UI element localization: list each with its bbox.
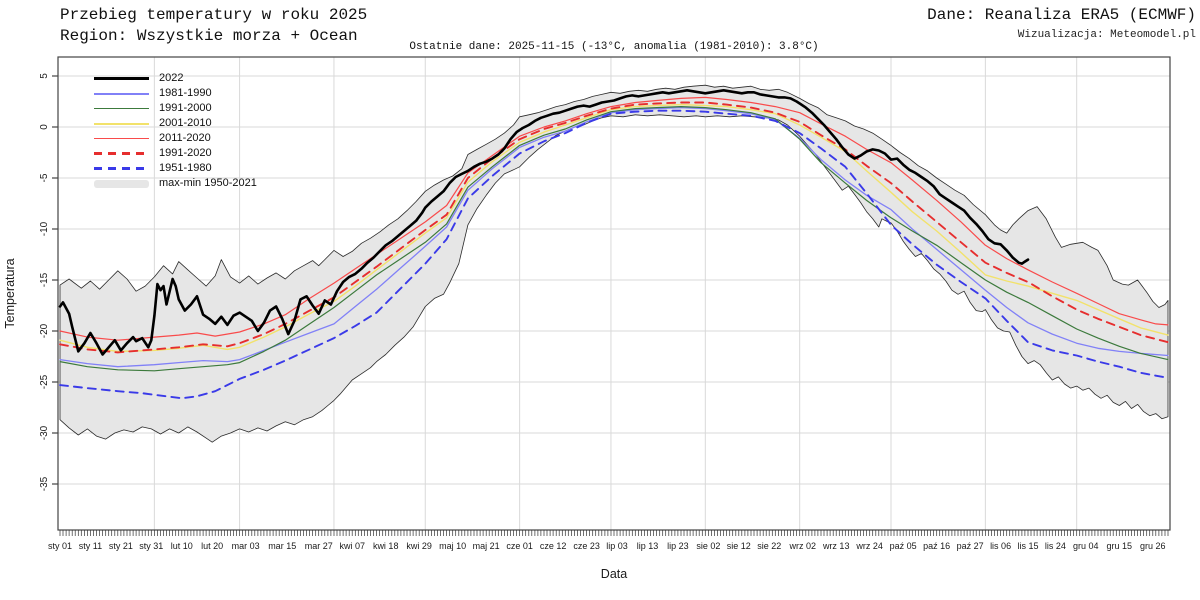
x-axis-title: Data [601,567,627,581]
x-tick-label: sie 02 [696,541,720,551]
page-title: Przebieg temperatury w roku 2025 [60,6,368,24]
y-tick-label: 5 [39,73,50,79]
chart-legend: 2022 1981-1990 1991-2000 2001-2010 2011-2020… [94,71,257,191]
legend-label: 1991-2020 [159,147,212,159]
legend-swatch [94,179,149,188]
x-tick-label: lip 03 [606,541,628,551]
x-tick-label: cze 01 [506,541,533,551]
x-tick-label: gru 26 [1140,541,1166,551]
legend-label: 1951-1980 [159,162,212,174]
x-tick-label: paź 05 [890,541,917,551]
x-tick-label: wrz 24 [855,541,883,551]
x-tick-label: kwi 29 [406,541,432,551]
series-line-1991-2000 [59,105,1169,372]
legend-item-1951-1980: 1951-1980 [94,161,257,176]
x-tick-label: cze 12 [540,541,567,551]
legend-item-2001-2010: 2001-2010 [94,116,257,131]
legend-label: 2022 [159,72,184,84]
y-tick-label: -5 [39,173,50,182]
y-tick-label: 0 [39,124,50,130]
legend-label: max-min 1950-2021 [159,177,257,189]
x-tick-label: gru 15 [1107,541,1133,551]
x-tick-label: wrz 13 [822,541,850,551]
x-tick-label: lip 23 [667,541,689,551]
x-tick-label: mar 27 [305,541,333,551]
legend-item-1991-2000: 1991-2000 [94,101,257,116]
legend-item-1981-1990: 1981-1990 [94,86,257,101]
last-data-annotation: Ostatnie dane: 2025-11-15 (-13°C, anomal… [409,41,819,53]
x-tick-label: sie 22 [757,541,781,551]
x-tick-label: gru 04 [1073,541,1099,551]
x-tick-label: cze 23 [573,541,600,551]
x-tick-label: kwi 18 [373,541,399,551]
x-tick-label: sty 31 [139,541,163,551]
legend-label: 2011-2020 [159,132,211,144]
x-tick-label: paź 16 [923,541,950,551]
legend-item-1991-2020: 1991-2020 [94,146,257,161]
x-tick-label: sie 12 [727,541,751,551]
x-tick-label: lis 15 [1017,541,1038,551]
y-tick-label: -25 [39,374,50,389]
x-tick-label: lut 20 [201,541,223,551]
legend-item-2011-2020: 2011-2020 [94,131,257,146]
series-line-1951-1980 [59,109,1169,400]
x-tick-label: paź 27 [957,541,984,551]
region-subtitle: Region: Wszystkie morza + Ocean [60,27,358,45]
y-axis-title: Temperatura [3,258,17,328]
legend-swatch [94,77,149,80]
x-tick-label: maj 10 [439,541,466,551]
x-tick-label: mar 03 [232,541,260,551]
legend-swatch [94,152,149,155]
visualization-credit: Wizualizacja: Meteomodel.pl [1017,29,1196,41]
x-tick-label: kwi 07 [339,541,365,551]
legend-item-2022: 2022 [94,71,257,86]
series-line-2001-2010 [59,103,1169,353]
legend-swatch [94,137,149,140]
series-line-1981-1990 [59,106,1169,368]
data-source-label: Dane: Reanaliza ERA5 (ECMWF) [927,6,1196,24]
x-tick-label: lip 13 [637,541,659,551]
series-line-2022 [58,89,1030,356]
y-tick-label: -20 [39,323,50,338]
x-tick-label: sty 11 [79,541,102,551]
legend-item-max-min-1950-2021: max-min 1950-2021 [94,176,257,191]
x-tick-label: lut 10 [171,541,193,551]
x-tick-label: sty 21 [109,541,133,551]
legend-swatch [94,107,149,110]
legend-label: 1981-1990 [159,87,212,99]
y-tick-label: -15 [39,272,50,287]
y-tick-label: -10 [39,221,50,236]
legend-swatch [94,92,149,95]
legend-label: 1991-2000 [159,102,212,114]
x-tick-label: maj 21 [473,541,500,551]
x-tick-label: wrz 02 [788,541,816,551]
y-tick-label: -35 [39,476,50,491]
legend-label: 2001-2010 [159,117,212,129]
x-tick-label: mar 15 [268,541,296,551]
x-axis-daily-ticks [59,530,1169,536]
y-tick-label: -30 [39,425,50,440]
x-tick-label: sty 01 [48,541,72,551]
x-tick-label: lis 06 [990,541,1011,551]
series-line-1991-2020 [59,101,1169,354]
maxmin-band [59,84,1169,443]
legend-swatch [94,167,149,170]
legend-swatch [94,122,149,125]
x-tick-label: lis 24 [1045,541,1066,551]
